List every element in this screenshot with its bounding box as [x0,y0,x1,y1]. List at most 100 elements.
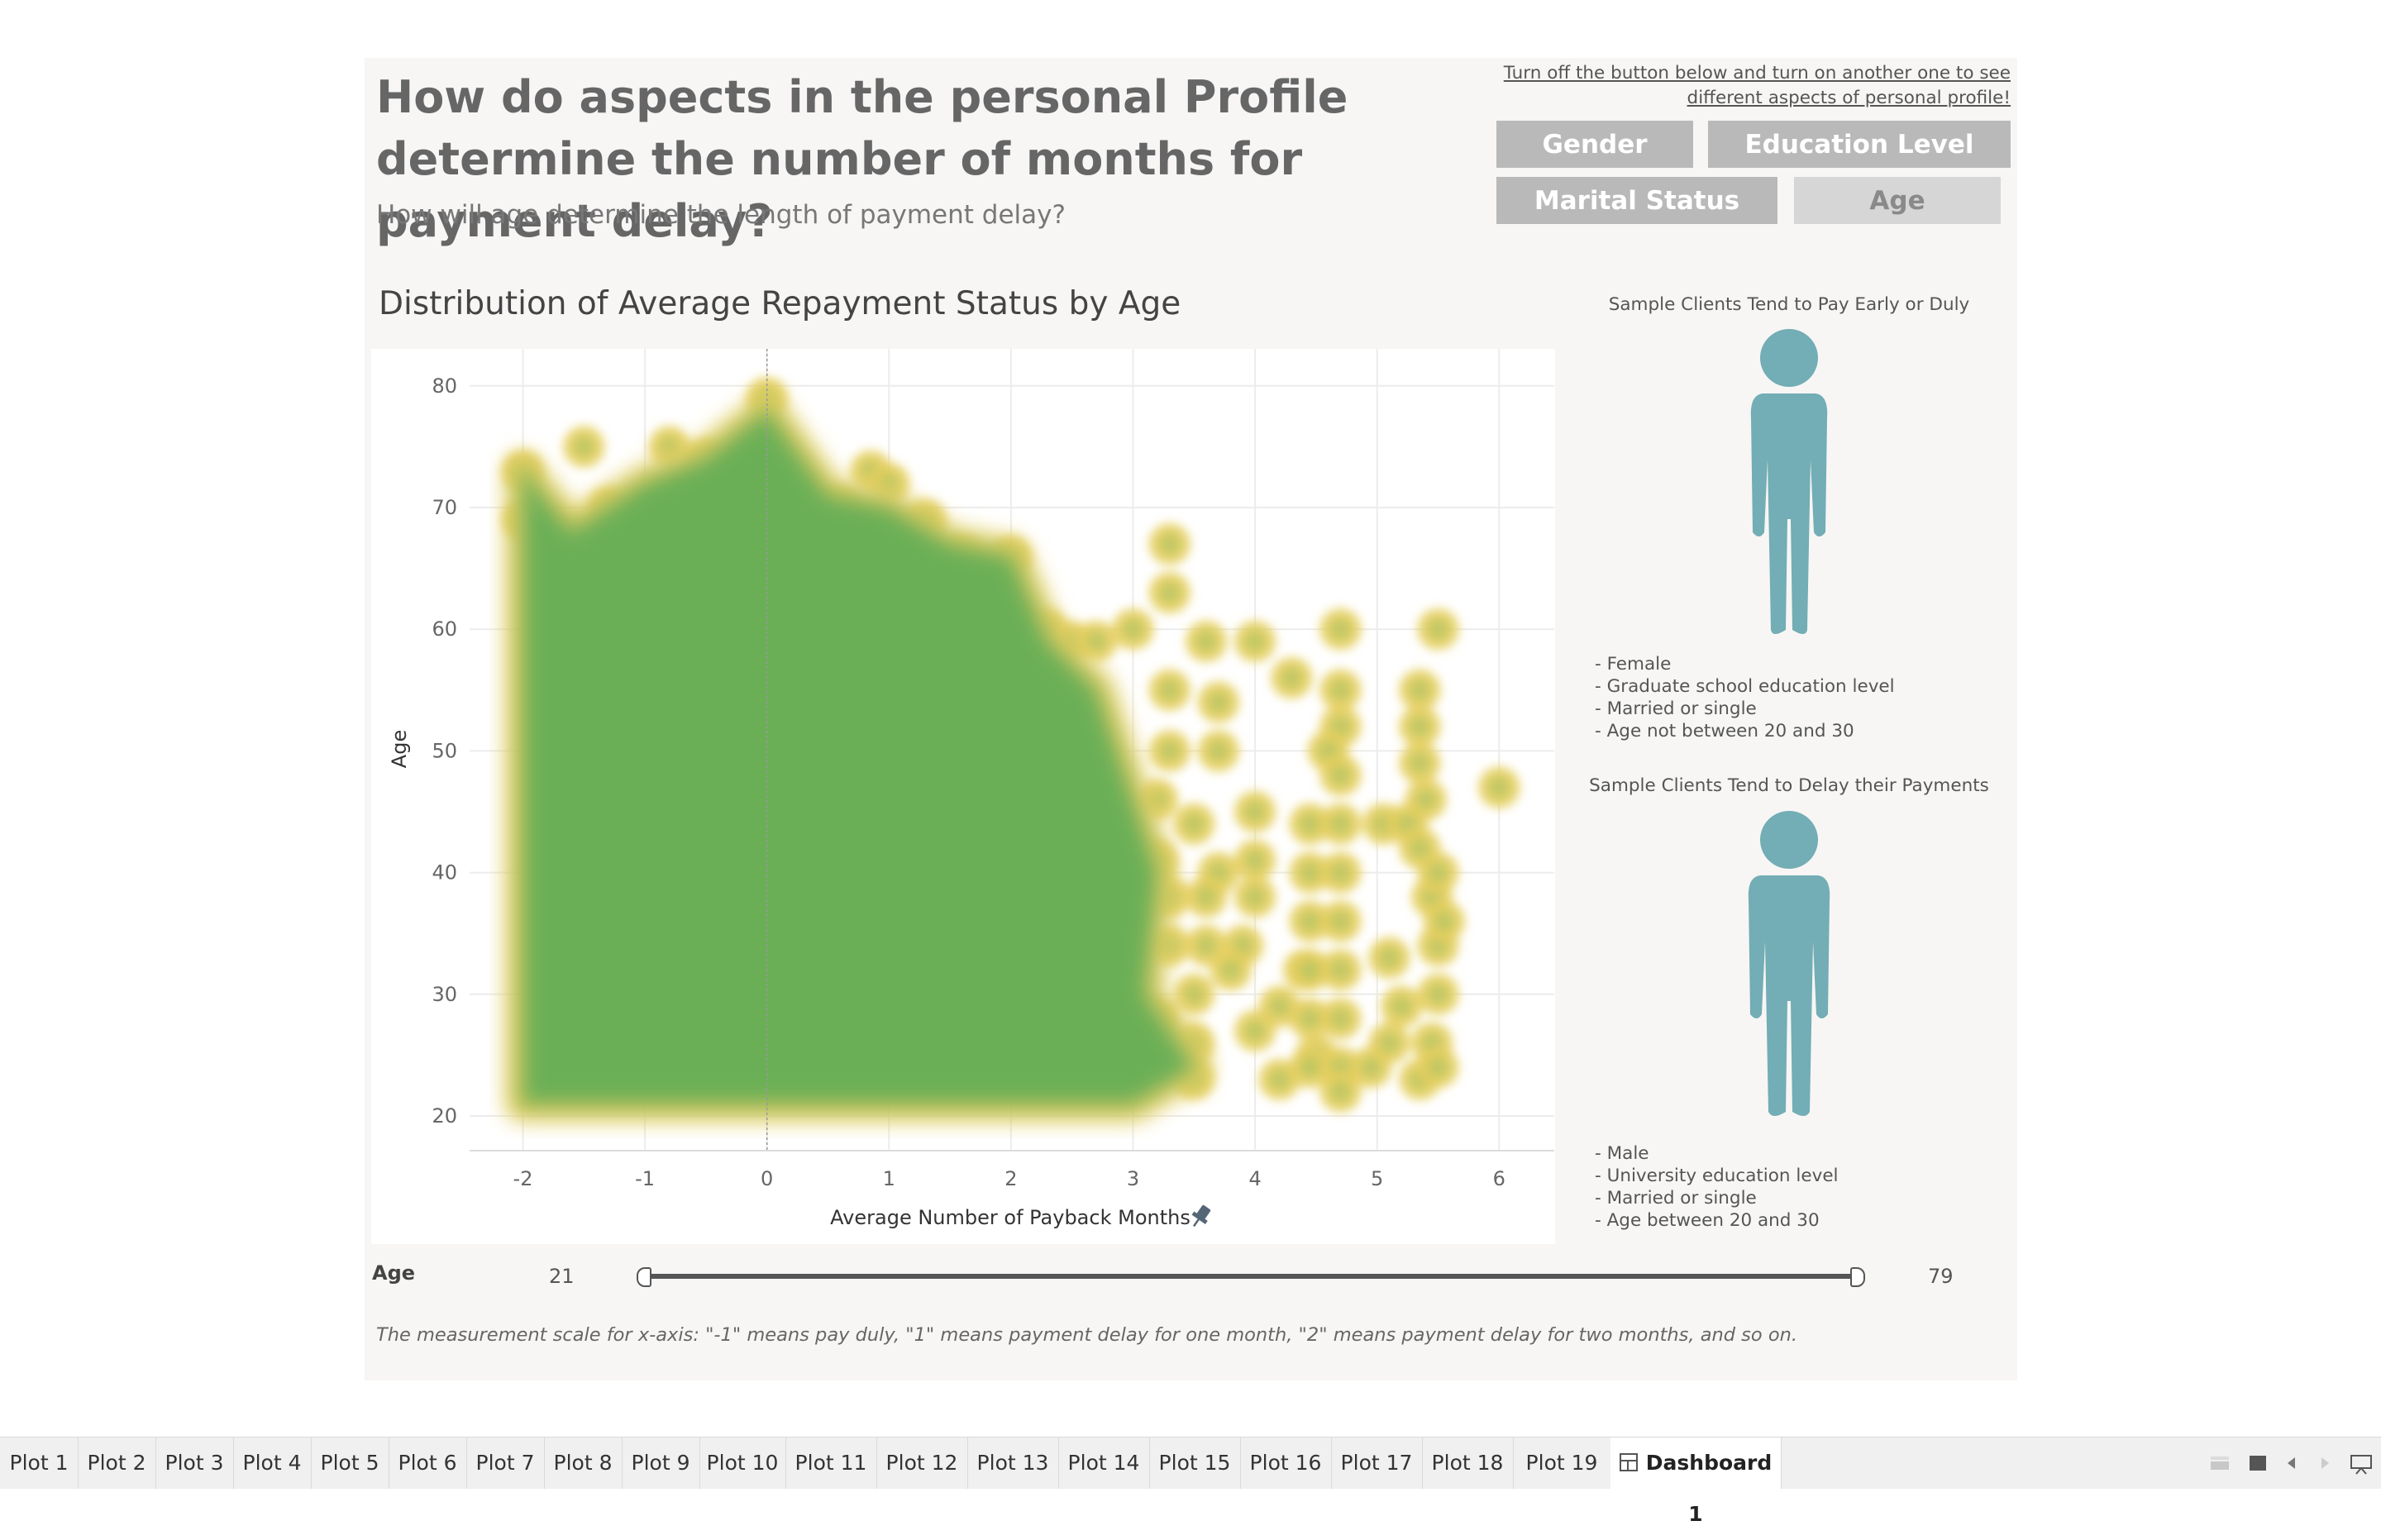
sheet-tab[interactable]: Plot 15 [1149,1437,1241,1489]
previous-sheet-icon[interactable] [2283,1453,2300,1473]
data-point-core [1158,582,1181,604]
early-payer-caption: Sample Clients Tend to Pay Early or Duly [1608,294,1970,315]
data-point-core [1427,983,1449,1005]
data-point-core [1415,789,1437,811]
trait-item: - Female [1595,654,1672,675]
data-point-core [1360,1056,1382,1079]
dashboard-title: How do aspects in the personal Profile d… [376,71,1348,247]
y-tick-label: 60 [432,617,457,641]
age-range-slider-track[interactable] [643,1274,1859,1279]
data-point-core [1299,959,1321,981]
age-slider-max-handle[interactable] [1850,1267,1865,1287]
y-tick-label: 50 [432,739,457,762]
trait-item: - Married or single [1595,1188,1757,1209]
tab-label: Plot 14 [1067,1451,1140,1475]
sheet-tab[interactable]: Plot 6 [389,1437,467,1489]
trait-item: - Graduate school education level [1595,676,1895,697]
early-payer-traits: - Female - Graduate school education lev… [1595,653,1895,742]
pin-icon [1191,1204,1211,1228]
data-point-core [1086,630,1108,652]
sheet-tab[interactable]: Plot 18 [1422,1437,1514,1489]
data-point-core [1329,764,1352,786]
tab-label: Plot 18 [1431,1451,1504,1475]
data-point-core [1433,910,1455,932]
tab-dashboard-1[interactable]: Dashboard 1 [1610,1437,1782,1526]
scatter-chart: -2 -1 0 1 2 3 4 5 6 20 30 40 50 60 70 80 Average Number … [388,329,1830,1229]
sheet-tab[interactable]: Plot 13 [967,1437,1059,1489]
trait-item: - Male [1595,1143,1649,1164]
tab-label: Plot 12 [885,1451,958,1475]
next-sheet-icon[interactable] [2317,1453,2333,1473]
tab-label: Plot 8 [553,1451,613,1475]
sheet-tab[interactable]: Plot 17 [1331,1437,1423,1489]
sheet-tab[interactable]: Plot 2 [78,1437,156,1489]
data-point-core [1268,995,1291,1018]
data-point-core [1427,618,1449,641]
data-point-core [1299,1008,1321,1030]
sheet-tab[interactable]: Plot 11 [785,1437,877,1489]
marital-status-toggle-button[interactable]: Marital Status [1496,177,1777,224]
education-level-toggle-button[interactable]: Education Level [1708,121,2011,168]
tab-label: Plot 7 [475,1451,535,1475]
x-tick-label: -2 [513,1167,533,1190]
sheet-tab[interactable]: Plot 14 [1058,1437,1150,1489]
age-slider-min-value: 21 [549,1265,575,1288]
sheet-tab[interactable]: Plot 9 [622,1437,700,1489]
x-tick-label: 4 [1248,1167,1261,1190]
data-point-core [1391,995,1413,1018]
sheet-tab[interactable]: Plot 8 [544,1437,623,1489]
x-tick-label: 0 [761,1167,773,1190]
gender-toggle-button[interactable]: Gender [1496,121,1693,168]
y-tick-label: 80 [432,374,457,398]
toggle-instruction: Turn off the button below and turn on an… [1503,63,2011,108]
tab-label: Plot 13 [976,1451,1049,1475]
data-point-core [1329,1008,1352,1030]
tab-label: Plot 17 [1340,1451,1413,1475]
tab-label: Plot 15 [1158,1451,1231,1475]
data-point-core [1195,886,1218,908]
filmstrip-view-icon[interactable] [2247,1453,2269,1473]
age-slider-label: Age [372,1261,416,1285]
sheet-tab[interactable]: Plot 3 [155,1437,234,1489]
age-slider-max-value: 79 [1928,1265,1954,1288]
x-tick-label: -1 [635,1167,655,1190]
data-point-core [1299,910,1321,932]
data-point-core [1219,959,1242,981]
dashboard-subtitle: How will age determine the length of pay… [376,200,1066,230]
presentation-mode-icon[interactable] [2350,1453,2374,1475]
data-point-core [1378,946,1400,969]
age-slider-min-handle[interactable] [637,1267,651,1287]
tab-label: Plot 3 [165,1451,224,1475]
data-point-core [1378,1032,1400,1054]
trait-item: - Age not between 20 and 30 [1595,721,1854,741]
sheet-tab[interactable]: Plot 4 [233,1437,312,1489]
data-point-core [1329,1080,1352,1103]
data-point-core [1329,910,1352,932]
data-point-core [1158,533,1181,555]
data-point-core [1329,861,1352,884]
data-point-core [1183,813,1205,835]
y-tick-label: 30 [432,983,457,1006]
data-point-core [573,436,595,458]
data-point-core [1409,752,1431,775]
data-point-core [1281,667,1303,689]
sheet-tab[interactable]: Plot 16 [1240,1437,1332,1489]
age-toggle-button[interactable]: Age [1794,177,2001,224]
sheet-tab[interactable]: Plot 19 [1513,1437,1611,1489]
sheet-tab[interactable]: Plot 1 [0,1437,79,1489]
y-tick-label: 40 [432,861,457,884]
tab-label: Plot 9 [631,1451,690,1475]
sheet-tab[interactable]: Plot 7 [466,1437,545,1489]
male-person-icon [1748,811,1830,1116]
data-point-core [1329,959,1352,981]
data-point-core [1329,813,1352,835]
grid-view-icon[interactable] [2209,1453,2231,1473]
chart-title: Distribution of Average Repayment Status… [379,285,1181,322]
sheet-tab[interactable]: Plot 10 [699,1437,786,1489]
sheet-tab[interactable]: Plot 12 [876,1437,968,1489]
data-point-core [1158,679,1181,701]
tab-label: Plot 10 [706,1451,779,1475]
data-point-core [1299,813,1321,835]
data-point-core [1244,849,1267,871]
sheet-tab[interactable]: Plot 5 [311,1437,389,1489]
